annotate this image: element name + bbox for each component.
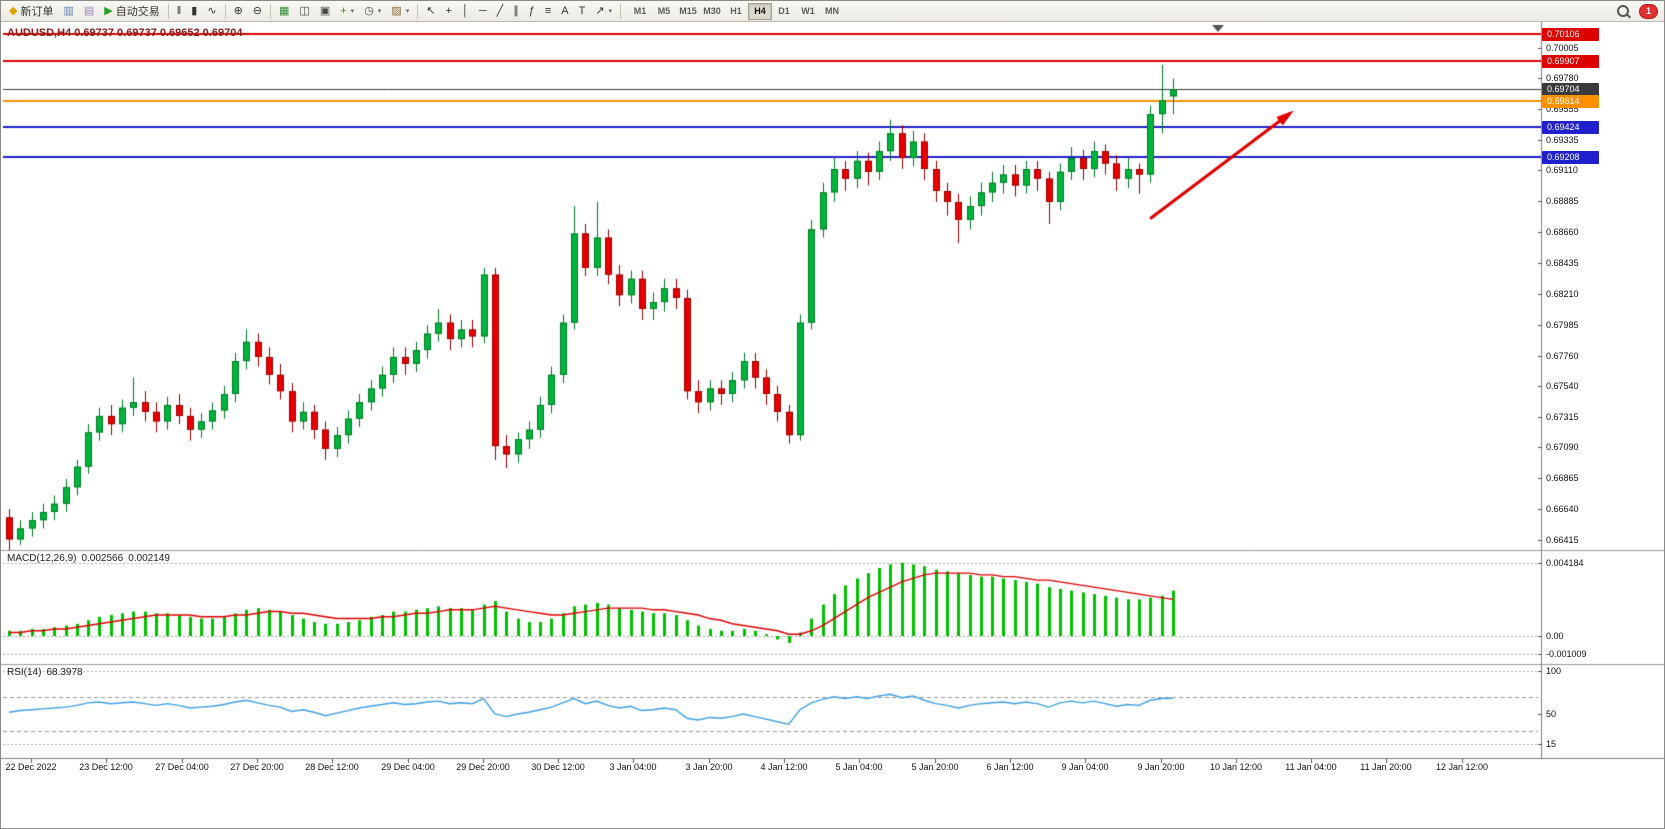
tile-windows-button[interactable]: ▣ bbox=[315, 2, 335, 20]
chart-shift-button[interactable]: ◫ bbox=[294, 2, 314, 20]
profiles-icon: ▤ bbox=[83, 4, 95, 17]
zoom-in-button[interactable]: ⊕ bbox=[229, 2, 248, 20]
arrow-symbol-icon: ↗ bbox=[595, 4, 605, 17]
toolbar-separator bbox=[270, 3, 272, 19]
timeframe-h1[interactable]: H1 bbox=[724, 3, 748, 20]
new-order-icon: ◆ bbox=[9, 4, 18, 17]
toolbar-separator bbox=[620, 3, 622, 19]
timeframe-w1[interactable]: W1 bbox=[796, 3, 820, 20]
zoom-out-icon: ⊖ bbox=[252, 4, 263, 17]
search-button[interactable] bbox=[1612, 2, 1634, 20]
new-order-button[interactable]: ◆ 新订单 bbox=[4, 2, 58, 20]
label-button[interactable]: T bbox=[574, 2, 591, 20]
timeframe-m30[interactable]: M30 bbox=[700, 3, 724, 20]
candlestick-mode-button[interactable]: ▮ bbox=[186, 2, 202, 20]
charts-button[interactable]: ▥ bbox=[58, 2, 78, 20]
timeframe-group: M1 M5 M15 M30 H1 H4 D1 W1 MN bbox=[628, 2, 844, 20]
price-chart-canvas[interactable] bbox=[1, 22, 1664, 828]
candlestick-icon: ▮ bbox=[191, 4, 198, 17]
horizontal-line-icon: ─ bbox=[478, 4, 487, 17]
shift-chart-icon: ◫ bbox=[299, 4, 310, 17]
vertical-line-icon: │ bbox=[461, 4, 469, 17]
dropdown-caret-icon: ▾ bbox=[377, 8, 382, 15]
chart-window-icon: ▥ bbox=[63, 4, 74, 17]
toolbar-items: ◆ 新订单 ▥ ▤ ▶ 自动交易 ‖ ▮ ∿ ⊕ ⊖ ▦ ◫ ▣ + ▾ ◷ ▾ ▨ ▾ ↖ + │ ─ ╱ ∥ ƒ ≡ A T ↗ ▾ bbox=[4, 2, 624, 20]
trendline-icon: ╱ bbox=[496, 4, 504, 17]
new-order-button-label: 新订单 bbox=[20, 6, 54, 18]
template-icon: ▨ bbox=[391, 4, 402, 17]
dropdown-caret-icon: ▾ bbox=[608, 8, 613, 15]
line-mode-button[interactable]: ∿ bbox=[202, 2, 221, 20]
text-icon: A bbox=[561, 4, 569, 17]
channel-icon: ∥ bbox=[513, 4, 519, 17]
grid-icon: ▦ bbox=[279, 4, 290, 17]
support-line-2-badge[interactable]: 0.69208 bbox=[1542, 151, 1599, 164]
ohlc-bars-icon: ‖ bbox=[176, 4, 182, 17]
text-button[interactable]: A bbox=[556, 2, 573, 20]
add-indicator-icon: + bbox=[340, 4, 347, 17]
shapes-icon: ≡ bbox=[544, 4, 552, 17]
trendline-button[interactable]: ╱ bbox=[492, 2, 509, 20]
periods-button[interactable]: ◷ ▾ bbox=[359, 2, 386, 20]
vertical-line-button[interactable]: │ bbox=[457, 2, 474, 20]
timeframe-mn[interactable]: MN bbox=[820, 3, 844, 20]
autotrading-button[interactable]: ▶ 自动交易 bbox=[99, 2, 164, 20]
fibonacci-button[interactable]: ƒ bbox=[524, 2, 540, 20]
shapes-button[interactable]: ≡ bbox=[540, 2, 556, 20]
indicators-button[interactable]: + ▾ bbox=[335, 2, 359, 20]
toolbar-separator bbox=[417, 3, 419, 19]
zoom-in-icon: ⊕ bbox=[233, 4, 243, 17]
clock-icon: ◷ bbox=[364, 4, 374, 17]
resistance-line-1-badge[interactable]: 0.70106 bbox=[1542, 28, 1599, 41]
timeframe-d1[interactable]: D1 bbox=[772, 3, 796, 20]
notification-badge[interactable]: 1 bbox=[1639, 3, 1658, 19]
toolbar-separator bbox=[224, 3, 226, 19]
support-line-1-badge[interactable]: 0.69424 bbox=[1542, 121, 1599, 134]
toolbar-separator bbox=[167, 3, 169, 19]
horizontal-line-button[interactable]: ─ bbox=[474, 2, 492, 20]
text-label-icon: T bbox=[578, 4, 586, 17]
autotrading-play-icon: ▶ bbox=[104, 4, 113, 17]
auto-scroll-button[interactable]: ▦ bbox=[274, 2, 294, 20]
timeframe-m15[interactable]: M15 bbox=[676, 3, 700, 20]
search-icon bbox=[1617, 5, 1629, 17]
channel-button[interactable]: ∥ bbox=[508, 2, 524, 20]
toolbar-right: 1 bbox=[1612, 2, 1661, 20]
arrows-button[interactable]: ↗ ▾ bbox=[590, 2, 617, 20]
autotrading-button-label: 自动交易 bbox=[115, 6, 160, 18]
crosshair-button[interactable]: + bbox=[440, 2, 456, 20]
timeframe-m5[interactable]: M5 bbox=[652, 3, 676, 20]
toolbar: ◆ 新订单 ▥ ▤ ▶ 自动交易 ‖ ▮ ∿ ⊕ ⊖ ▦ ◫ ▣ + ▾ ◷ ▾ ▨ ▾ ↖ + │ ─ ╱ ∥ ƒ ≡ A T ↗ ▾ M1… bbox=[1, 1, 1664, 22]
zoom-out-button[interactable]: ⊖ bbox=[248, 2, 267, 20]
orange-level-line-badge[interactable]: 0.69614 bbox=[1542, 95, 1599, 108]
templates-button[interactable]: ▨ ▾ bbox=[386, 2, 414, 20]
cursor-button[interactable]: ↖ bbox=[421, 2, 440, 20]
bar-chart-mode-button[interactable]: ‖ bbox=[172, 2, 187, 20]
line-chart-icon: ∿ bbox=[207, 4, 217, 17]
cursor-arrow-icon: ↖ bbox=[426, 4, 436, 17]
timeframe-h4[interactable]: H4 bbox=[748, 2, 773, 20]
resistance-line-2-badge[interactable]: 0.69907 bbox=[1542, 55, 1599, 68]
profiles-button[interactable]: ▤ bbox=[79, 2, 99, 20]
dropdown-caret-icon: ▾ bbox=[350, 8, 355, 15]
dropdown-caret-icon: ▾ bbox=[405, 8, 410, 15]
timeframe-m1[interactable]: M1 bbox=[628, 3, 652, 20]
tile-windows-icon: ▣ bbox=[319, 4, 331, 17]
chart-area: AUDUSD,H4 0.69737 0.69737 0.69652 0.6970… bbox=[1, 22, 1664, 828]
current-price-line-badge[interactable]: 0.69704 bbox=[1542, 83, 1599, 96]
fibonacci-icon: ƒ bbox=[528, 4, 535, 17]
crosshair-icon: + bbox=[445, 4, 452, 17]
